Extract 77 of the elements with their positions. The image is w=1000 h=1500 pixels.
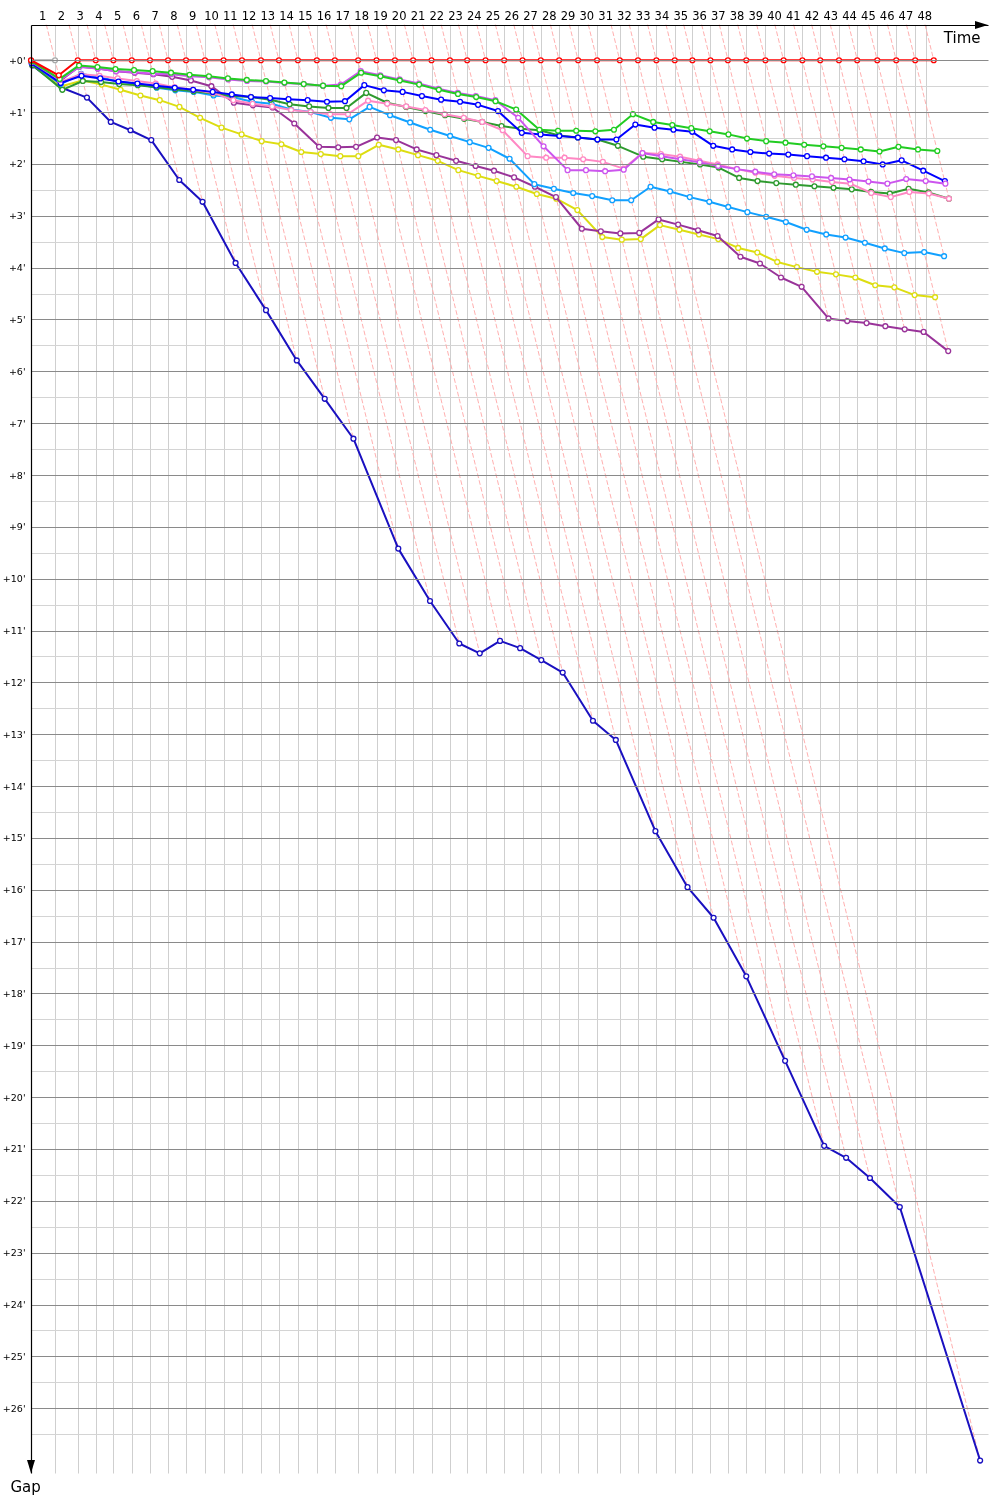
y-tick-label: +22' — [2, 1195, 26, 1207]
y-tick-label: +14' — [2, 780, 26, 792]
x-tick-label: 13 — [260, 8, 276, 23]
x-tick-label: 24 — [466, 8, 482, 23]
y-tick-label: +2' — [8, 158, 26, 170]
x-tick-label: 17 — [335, 8, 351, 23]
x-axis-title: Time — [942, 28, 981, 47]
x-tick-label: 23 — [448, 8, 463, 23]
x-tick-label: 1 — [38, 8, 47, 23]
x-tick-label: 28 — [542, 8, 557, 23]
y-tick-label: +26' — [2, 1402, 26, 1414]
x-tick-label: 31 — [598, 8, 613, 23]
y-tick-label: +24' — [2, 1299, 26, 1311]
x-tick-label: 37 — [710, 8, 726, 23]
x-tick-label: 34 — [654, 8, 670, 23]
x-tick-label: 4 — [95, 8, 103, 23]
x-tick-label: 30 — [579, 8, 595, 23]
x-tick-label: 9 — [189, 8, 197, 23]
x-tick-label: 14 — [279, 8, 294, 23]
y-tick-label: +23' — [2, 1247, 26, 1259]
y-tick-label: +7' — [8, 417, 26, 429]
x-tick-label: 33 — [635, 8, 651, 23]
x-tick-label: 38 — [729, 8, 745, 23]
x-tick-label: 39 — [748, 8, 764, 23]
x-tick-label: 21 — [410, 8, 426, 23]
x-tick-label: 5 — [113, 8, 122, 23]
x-tick-label: 41 — [785, 8, 801, 23]
x-tick-label: 22 — [429, 8, 445, 23]
x-tick-label: 25 — [485, 8, 501, 23]
x-tick-label: 26 — [504, 8, 520, 23]
y-tick-label: +8' — [8, 469, 26, 481]
x-tick-label: 18 — [354, 8, 369, 23]
y-tick-label: +3' — [8, 210, 26, 222]
x-tick-label: 46 — [879, 8, 895, 23]
x-tick-label: 19 — [373, 8, 388, 23]
y-tick-label: +10' — [2, 573, 26, 585]
y-tick-label: +16' — [2, 884, 26, 896]
y-tick-label: +15' — [2, 832, 26, 844]
y-tick-label: +5' — [8, 313, 26, 325]
y-tick-label: +21' — [2, 1143, 26, 1155]
x-tick-label: 42 — [804, 8, 820, 23]
y-tick-label: +19' — [2, 1039, 26, 1051]
x-tick-label: 27 — [523, 8, 538, 23]
x-tick-label: 3 — [76, 8, 84, 23]
x-tick-label: 7 — [151, 8, 159, 23]
y-tick-label: +1' — [8, 106, 26, 118]
x-tick-label: 32 — [617, 8, 632, 23]
x-tick-label: 20 — [391, 8, 407, 23]
x-tick-label: 11 — [222, 8, 238, 23]
x-tick-label: 43 — [823, 8, 839, 23]
y-axis-title: Gap — [10, 1477, 41, 1496]
y-tick-label: +11' — [2, 625, 26, 637]
x-tick-label: 29 — [560, 8, 576, 23]
x-tick-label: 48 — [917, 8, 933, 23]
y-tick-label: +25' — [2, 1350, 26, 1362]
y-tick-label: +6' — [8, 365, 26, 377]
x-tick-label: 8 — [170, 8, 178, 23]
x-tick-label: 16 — [316, 8, 332, 23]
x-tick-label: 36 — [692, 8, 707, 23]
y-tick-label: +17' — [2, 936, 26, 948]
x-tick-label: 45 — [861, 8, 876, 23]
x-tick-label: 10 — [204, 8, 219, 23]
y-tick-label: +13' — [2, 728, 26, 740]
y-tick-label: +4' — [8, 262, 26, 274]
x-tick-label: 12 — [241, 8, 257, 23]
x-tick-label: 44 — [842, 8, 857, 23]
x-tick-label: 2 — [57, 8, 66, 23]
y-tick-label: +0' — [8, 54, 26, 66]
x-tick-label: 6 — [132, 8, 141, 23]
x-tick-label: 15 — [298, 8, 313, 23]
y-tick-label: +18' — [2, 987, 26, 999]
x-tick-label: 47 — [898, 8, 914, 23]
y-tick-label: +12' — [2, 676, 26, 688]
x-tick-label: 40 — [767, 8, 782, 23]
x-tick-label: 35 — [673, 8, 689, 23]
y-tick-label: +20' — [2, 1091, 26, 1103]
y-tick-label: +9' — [8, 521, 26, 533]
